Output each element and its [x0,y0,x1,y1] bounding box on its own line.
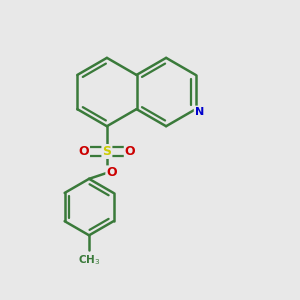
Text: O: O [106,167,117,179]
Text: O: O [125,145,135,158]
Text: S: S [102,145,111,158]
Text: N: N [195,106,204,116]
Text: CH$_3$: CH$_3$ [78,253,100,267]
Text: O: O [78,145,89,158]
